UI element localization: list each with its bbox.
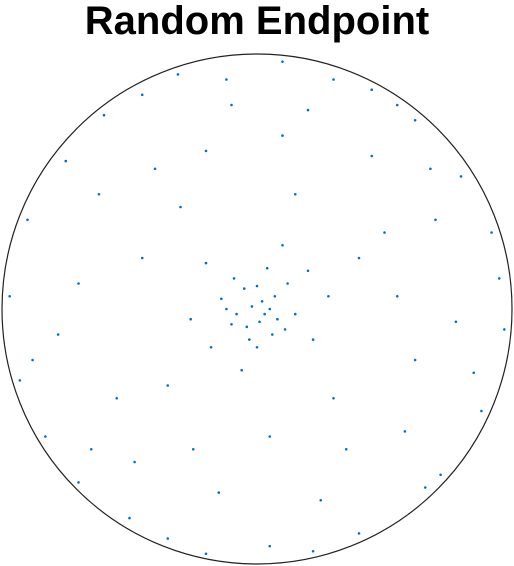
point <box>8 294 11 298</box>
point <box>306 108 310 112</box>
point <box>306 269 310 273</box>
point <box>332 396 335 400</box>
point <box>209 345 213 349</box>
point <box>232 277 236 280</box>
point <box>260 300 264 303</box>
point <box>225 78 228 81</box>
point <box>128 516 131 520</box>
point <box>250 305 254 308</box>
point <box>235 312 238 316</box>
point <box>204 261 208 265</box>
point <box>255 345 259 349</box>
point <box>153 167 157 171</box>
point <box>245 325 249 329</box>
point <box>230 103 233 107</box>
point <box>327 294 330 298</box>
point <box>242 287 246 290</box>
point <box>102 113 106 117</box>
point <box>204 149 208 153</box>
point <box>240 368 243 372</box>
point <box>413 119 417 122</box>
point <box>357 532 361 535</box>
point <box>413 358 417 362</box>
point <box>44 435 47 438</box>
point <box>370 88 374 91</box>
point <box>332 78 335 81</box>
point <box>281 134 284 137</box>
point <box>225 307 228 311</box>
chart-title: Random Endpoint <box>85 0 429 43</box>
point <box>480 409 483 413</box>
point <box>490 231 493 234</box>
point <box>191 447 195 451</box>
point <box>77 481 80 484</box>
point <box>140 256 144 260</box>
point <box>176 73 180 76</box>
point <box>230 323 233 326</box>
point <box>255 284 259 288</box>
point <box>293 192 297 196</box>
point <box>140 93 144 97</box>
point <box>439 473 442 477</box>
point <box>503 328 506 331</box>
point <box>454 320 458 324</box>
point <box>268 307 272 311</box>
point <box>265 266 269 270</box>
point <box>166 537 170 540</box>
point <box>133 460 136 464</box>
point <box>268 435 272 438</box>
point <box>97 192 101 196</box>
point <box>319 498 323 502</box>
point <box>89 447 93 451</box>
point <box>472 371 476 375</box>
point <box>370 154 374 158</box>
point <box>31 358 34 362</box>
point <box>248 338 251 341</box>
point <box>424 486 427 489</box>
point <box>497 277 501 280</box>
point <box>179 205 182 209</box>
point <box>271 333 274 336</box>
point <box>403 430 407 433</box>
point <box>434 218 437 222</box>
point <box>311 338 315 341</box>
circle-boundary <box>1 53 513 565</box>
point <box>281 243 284 247</box>
point <box>18 379 22 382</box>
point <box>383 231 386 234</box>
point <box>273 294 277 298</box>
point <box>459 175 463 178</box>
point <box>64 159 68 163</box>
point <box>115 396 119 400</box>
point <box>77 282 80 285</box>
point <box>26 218 29 222</box>
point <box>166 384 170 387</box>
point <box>286 282 289 285</box>
point <box>189 317 192 321</box>
point <box>357 256 361 260</box>
point <box>56 333 60 336</box>
point <box>281 60 284 63</box>
point <box>276 317 279 321</box>
point <box>283 328 287 331</box>
point <box>293 312 297 316</box>
point <box>429 167 432 171</box>
point <box>344 447 348 451</box>
point <box>311 549 315 553</box>
point <box>268 544 272 548</box>
point <box>204 552 208 556</box>
point <box>263 312 266 316</box>
point <box>220 297 223 301</box>
point <box>217 491 221 494</box>
point <box>395 103 399 107</box>
point <box>258 320 261 324</box>
point <box>395 294 399 298</box>
